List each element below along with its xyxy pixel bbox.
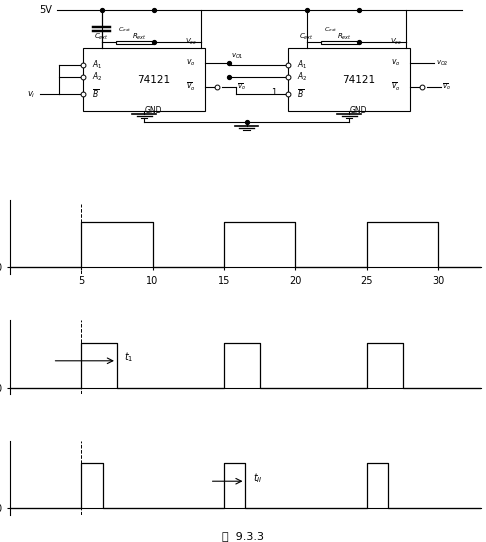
Text: $C_{ext}$: $C_{ext}$ bbox=[94, 33, 109, 42]
Text: $\overline{v}_o$: $\overline{v}_o$ bbox=[186, 81, 196, 93]
Bar bbox=[321, 41, 359, 44]
Text: $R_{ext}$: $R_{ext}$ bbox=[337, 33, 352, 42]
Text: $C_{ext}$: $C_{ext}$ bbox=[324, 25, 337, 34]
Text: GND: GND bbox=[350, 106, 367, 115]
Text: $A_1$: $A_1$ bbox=[92, 59, 103, 71]
Text: $v_{O1}$: $v_{O1}$ bbox=[231, 52, 244, 61]
Text: $C_{ext}$: $C_{ext}$ bbox=[299, 33, 314, 42]
Text: $A_2$: $A_2$ bbox=[92, 70, 103, 83]
Text: $t_1$: $t_1$ bbox=[124, 350, 134, 364]
Bar bbox=[83, 48, 206, 111]
Text: $v_o$: $v_o$ bbox=[391, 58, 401, 68]
Text: $R_{ext}$: $R_{ext}$ bbox=[132, 33, 147, 42]
Text: 5V: 5V bbox=[39, 5, 52, 15]
Text: GND: GND bbox=[145, 106, 162, 115]
Text: $\overline{v}_o$: $\overline{v}_o$ bbox=[238, 81, 246, 92]
Text: 1: 1 bbox=[271, 88, 276, 98]
Text: 图  9.3.3: 图 9.3.3 bbox=[222, 531, 264, 541]
Text: $V_{cc}$: $V_{cc}$ bbox=[185, 37, 197, 47]
Text: $A_1$: $A_1$ bbox=[297, 59, 308, 71]
Text: $v_o$: $v_o$ bbox=[186, 58, 196, 68]
Text: $\overline{v}_o$: $\overline{v}_o$ bbox=[391, 81, 401, 93]
Text: $\overline{v}_o$: $\overline{v}_o$ bbox=[442, 81, 451, 92]
Text: $C_{ext}$: $C_{ext}$ bbox=[119, 25, 132, 34]
Text: $V_{cc}$: $V_{cc}$ bbox=[390, 37, 402, 47]
Text: $v_i$: $v_i$ bbox=[27, 89, 35, 100]
Text: 74121: 74121 bbox=[342, 75, 375, 85]
Text: $\overline{B}$: $\overline{B}$ bbox=[297, 88, 305, 100]
Bar bbox=[116, 41, 154, 44]
Text: $A_2$: $A_2$ bbox=[297, 70, 308, 83]
Text: $v_{O2}$: $v_{O2}$ bbox=[436, 59, 449, 68]
Text: $\overline{B}$: $\overline{B}$ bbox=[92, 88, 100, 100]
Bar bbox=[288, 48, 410, 111]
Text: 74121: 74121 bbox=[137, 75, 170, 85]
Text: $t_{II}$: $t_{II}$ bbox=[253, 470, 262, 485]
